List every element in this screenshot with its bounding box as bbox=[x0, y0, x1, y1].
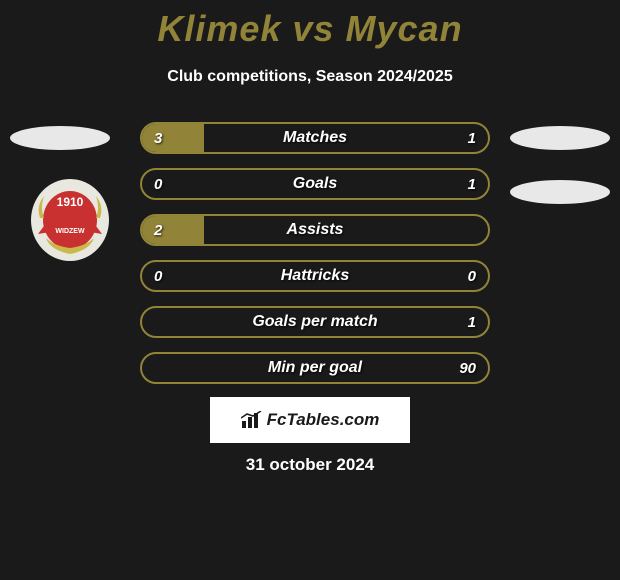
page-title: Klimek vs Mycan bbox=[0, 0, 620, 50]
chart-icon bbox=[241, 411, 263, 429]
value-right: 90 bbox=[459, 354, 476, 382]
club-badge: 1910 WIDZEW bbox=[30, 178, 110, 262]
stats-container: 3Matches10Goals12Assists0Hattricks0Goals… bbox=[140, 122, 490, 398]
brand-box: FcTables.com bbox=[210, 397, 410, 443]
stat-label: Goals bbox=[142, 170, 488, 198]
stat-row: 2Assists bbox=[140, 214, 490, 246]
stat-row: Min per goal90 bbox=[140, 352, 490, 384]
stat-label: Matches bbox=[142, 124, 488, 152]
player-right-placeholder-2 bbox=[510, 180, 610, 204]
stat-label: Assists bbox=[142, 216, 488, 244]
brand-text: FcTables.com bbox=[267, 410, 380, 430]
svg-text:WIDZEW: WIDZEW bbox=[55, 228, 85, 235]
stat-row: 0Hattricks0 bbox=[140, 260, 490, 292]
stat-row: 3Matches1 bbox=[140, 122, 490, 154]
value-right: 1 bbox=[468, 308, 476, 336]
value-right: 1 bbox=[468, 124, 476, 152]
value-right: 1 bbox=[468, 170, 476, 198]
subtitle: Club competitions, Season 2024/2025 bbox=[0, 68, 620, 86]
date-text: 31 october 2024 bbox=[0, 455, 620, 475]
stat-label: Goals per match bbox=[142, 308, 488, 336]
value-right: 0 bbox=[468, 262, 476, 290]
player-right-placeholder-1 bbox=[510, 126, 610, 150]
stat-label: Min per goal bbox=[142, 354, 488, 382]
svg-text:1910: 1910 bbox=[57, 195, 84, 209]
player-left-placeholder bbox=[10, 126, 110, 150]
stat-row: 0Goals1 bbox=[140, 168, 490, 200]
stat-label: Hattricks bbox=[142, 262, 488, 290]
stat-row: Goals per match1 bbox=[140, 306, 490, 338]
